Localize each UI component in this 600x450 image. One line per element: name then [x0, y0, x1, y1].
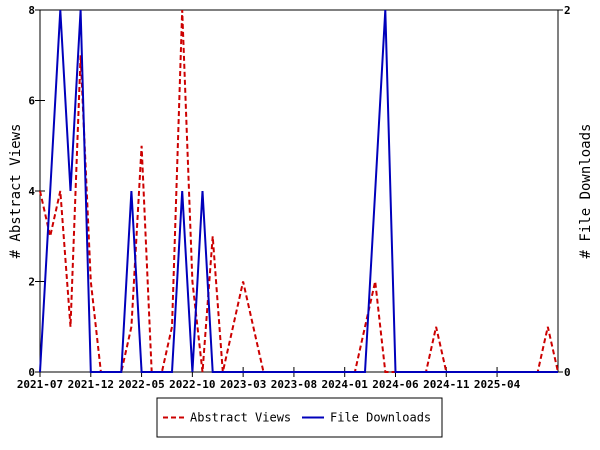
- right-y-tick-label: 2: [564, 4, 571, 17]
- legend-box: [156, 397, 443, 438]
- x-tick-label: 2022-10: [169, 378, 215, 391]
- x-tick-label: 2025-04: [474, 378, 521, 391]
- series-line-file-downloads: [39, 9, 558, 373]
- left-y-tick-label: 6: [28, 95, 35, 108]
- left-y-tick-label: 2: [28, 276, 35, 289]
- right-y-tick-label: 0: [564, 366, 571, 379]
- right-axis-title: # File Downloads: [578, 124, 594, 259]
- left-y-tick-label: 8: [28, 4, 35, 17]
- legend-label-abstract-views: Abstract Views: [190, 411, 291, 425]
- left-y-tick-label: 4: [28, 185, 35, 198]
- x-tick-label: 2021-07: [17, 378, 63, 391]
- x-tick-label: 2023-08: [271, 378, 317, 391]
- x-tick-label: 2022-05: [118, 378, 164, 391]
- series-line-abstract-views: [39, 9, 559, 373]
- left-y-tick-label: 0: [28, 366, 35, 379]
- x-tick-label: 2024-11: [423, 378, 470, 391]
- plot-frame: [39, 9, 559, 373]
- x-tick-label: 2024-01: [322, 378, 369, 391]
- left-axis-title: # Abstract Views: [8, 124, 24, 259]
- x-tick-label: 2024-06: [372, 378, 419, 391]
- legend-label-file-downloads: File Downloads: [330, 411, 431, 425]
- x-tick-label: 2021-12: [68, 378, 114, 391]
- x-tick-label: 2023-03: [220, 378, 266, 391]
